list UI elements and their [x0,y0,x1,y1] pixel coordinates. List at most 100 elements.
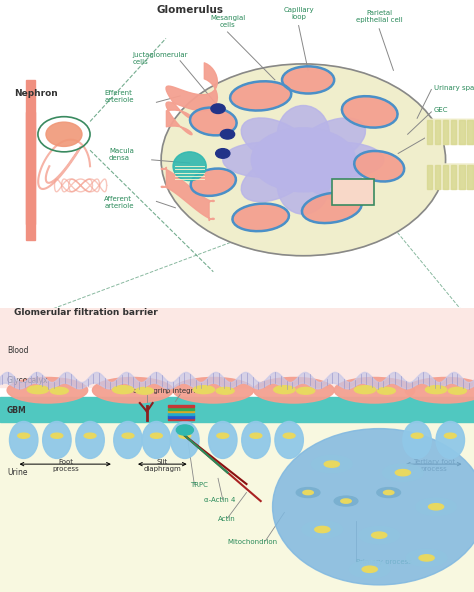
Ellipse shape [277,105,329,163]
Bar [427,120,432,144]
Bar [459,120,465,144]
Ellipse shape [312,456,352,472]
Ellipse shape [359,527,399,543]
Text: Juctaglomerular
cells: Juctaglomerular cells [133,52,188,65]
Text: β Integrin: β Integrin [166,388,200,394]
Text: Glomerular filtration barrier: Glomerular filtration barrier [14,308,158,317]
Ellipse shape [76,422,104,458]
Ellipse shape [383,490,394,495]
Bar [451,120,456,144]
Ellipse shape [405,378,474,403]
Bar [435,165,440,189]
Ellipse shape [193,386,214,394]
Ellipse shape [230,81,291,111]
Bar [427,165,432,189]
Ellipse shape [190,108,237,136]
Ellipse shape [428,504,444,510]
Bar [443,120,448,144]
Text: GBM: GBM [7,406,27,415]
Ellipse shape [416,498,456,515]
Ellipse shape [277,157,329,214]
Text: Podocyte: Podocyte [434,129,465,135]
Ellipse shape [84,433,96,438]
Text: Nephron: Nephron [14,89,58,98]
Bar [26,112,35,240]
Ellipse shape [302,521,342,538]
FancyBboxPatch shape [426,164,474,189]
Ellipse shape [136,387,154,394]
Text: Actin: Actin [218,516,236,522]
Ellipse shape [254,378,334,403]
Text: Urine: Urine [7,468,27,477]
Ellipse shape [297,387,315,394]
Circle shape [216,149,230,158]
Bar [443,165,448,189]
Ellipse shape [407,549,447,567]
Ellipse shape [448,387,466,394]
Ellipse shape [50,387,68,394]
Text: α-Actin 4: α-Actin 4 [204,497,235,503]
Text: Efferent
arteriole: Efferent arteriole [104,91,134,103]
Ellipse shape [362,566,377,572]
Ellipse shape [372,532,387,538]
Bar [0,308,474,387]
Ellipse shape [444,433,456,438]
Ellipse shape [232,204,289,231]
Ellipse shape [283,433,295,438]
Ellipse shape [142,422,171,458]
Ellipse shape [179,433,191,438]
Circle shape [46,122,82,146]
Ellipse shape [223,142,308,178]
Text: α Integrin: α Integrin [133,388,167,394]
FancyBboxPatch shape [426,119,474,144]
Bar [0,422,474,592]
Text: Blood: Blood [7,346,28,355]
Ellipse shape [251,128,356,192]
Ellipse shape [342,96,398,128]
Ellipse shape [151,433,162,438]
Ellipse shape [296,488,320,497]
Bar [459,165,465,189]
Ellipse shape [273,429,474,585]
Ellipse shape [241,118,312,166]
Ellipse shape [173,378,254,403]
Bar [467,120,473,144]
Text: Macula
densa: Macula densa [109,148,134,161]
Ellipse shape [334,378,415,403]
Bar [26,80,35,224]
Text: Mesangial
cells: Mesangial cells [210,15,245,28]
Ellipse shape [274,386,295,394]
Ellipse shape [112,386,134,394]
Ellipse shape [241,154,312,202]
Ellipse shape [27,386,49,394]
Ellipse shape [216,387,234,394]
Text: Primary process: Primary process [356,559,411,565]
Ellipse shape [334,496,358,506]
Ellipse shape [18,433,29,438]
Ellipse shape [377,488,401,497]
Ellipse shape [191,169,236,196]
Ellipse shape [419,555,434,561]
Bar [0,397,474,422]
Ellipse shape [411,433,423,438]
Ellipse shape [324,461,339,467]
Ellipse shape [217,433,229,438]
Ellipse shape [242,422,270,458]
Ellipse shape [282,66,334,94]
Bar [168,415,194,417]
Ellipse shape [92,378,173,403]
Text: Glomerulus: Glomerulus [156,5,223,15]
Ellipse shape [383,464,423,481]
Ellipse shape [250,433,262,438]
Ellipse shape [302,192,362,223]
Ellipse shape [395,469,410,476]
Bar [168,418,194,420]
Text: Glycocalyx: Glycocalyx [7,376,49,385]
Text: Slit
diaphragm: Slit diaphragm [143,459,181,472]
Text: Parietal
epithelial cell: Parietal epithelial cell [356,11,402,23]
Ellipse shape [403,422,431,458]
Ellipse shape [295,118,365,166]
Text: TRPC: TRPC [190,482,208,488]
Ellipse shape [354,151,404,182]
Ellipse shape [122,433,134,438]
